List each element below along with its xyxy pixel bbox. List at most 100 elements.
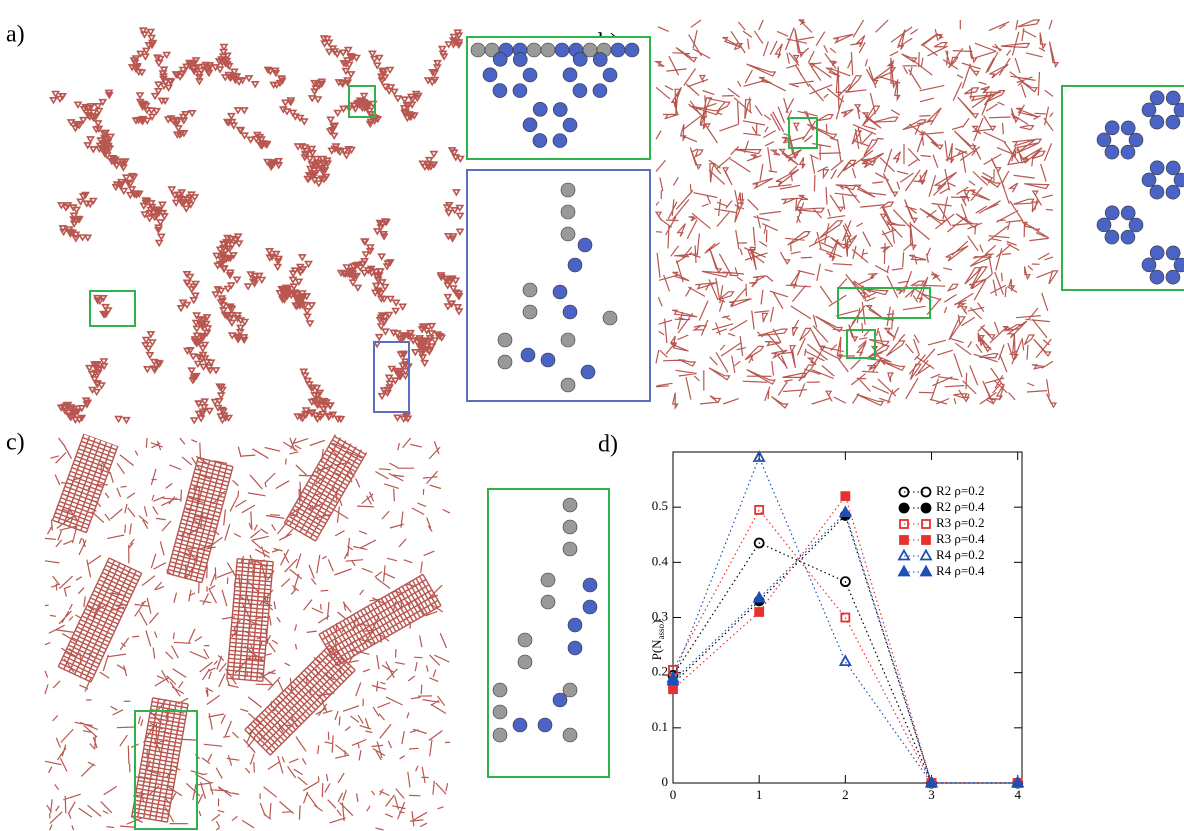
bead bbox=[561, 205, 575, 219]
point bbox=[922, 536, 930, 544]
crystal-band bbox=[284, 419, 375, 541]
crystal-band bbox=[227, 559, 273, 682]
bead bbox=[1097, 218, 1111, 232]
y-tick-label: 0.2 bbox=[652, 664, 668, 679]
insets bbox=[467, 37, 1184, 777]
bead bbox=[1150, 185, 1164, 199]
x-tick-label: 4 bbox=[1014, 787, 1021, 802]
inset-frame bbox=[1062, 86, 1184, 290]
bead bbox=[523, 305, 537, 319]
bead bbox=[1142, 173, 1156, 187]
bead bbox=[1105, 230, 1119, 244]
bead bbox=[513, 84, 527, 98]
bead bbox=[518, 633, 532, 647]
y-axis-label: P(Nasso) bbox=[649, 620, 666, 661]
bead bbox=[1105, 145, 1119, 159]
page: a) b) c) d) P(Nasso) 00.10.20.30.40.5012… bbox=[0, 0, 1184, 831]
bead bbox=[1150, 115, 1164, 129]
bead bbox=[578, 238, 592, 252]
bead bbox=[493, 683, 507, 697]
hatch bbox=[167, 457, 233, 582]
bead bbox=[1174, 173, 1184, 187]
panel-label: c) bbox=[6, 430, 25, 456]
bead bbox=[563, 728, 577, 742]
bead bbox=[563, 118, 577, 132]
bead bbox=[1166, 185, 1180, 199]
bead bbox=[1150, 91, 1164, 105]
x-tick-label: 3 bbox=[928, 787, 935, 802]
bead bbox=[513, 718, 527, 732]
bead bbox=[563, 498, 577, 512]
bead bbox=[1105, 206, 1119, 220]
bead bbox=[518, 655, 532, 669]
bead bbox=[563, 542, 577, 556]
y-tick-label: 0.1 bbox=[652, 719, 668, 734]
hatch bbox=[227, 559, 273, 682]
bead bbox=[1166, 91, 1180, 105]
bead bbox=[1142, 258, 1156, 272]
x-tick-label: 2 bbox=[842, 787, 849, 802]
x-tick-label: 0 bbox=[670, 787, 677, 802]
legend-label: R4 ρ=0.2 bbox=[936, 547, 985, 562]
bead bbox=[553, 134, 567, 148]
selection-box bbox=[838, 288, 930, 318]
panel-label: d) bbox=[598, 432, 618, 458]
bead bbox=[1166, 161, 1180, 175]
y-tick-label: 0.5 bbox=[652, 498, 668, 513]
point bbox=[900, 504, 909, 513]
bead bbox=[553, 693, 567, 707]
bead bbox=[521, 348, 535, 362]
y-tick-label: 0 bbox=[662, 774, 669, 789]
bead bbox=[471, 43, 485, 57]
bead bbox=[568, 618, 582, 632]
bead bbox=[541, 43, 555, 57]
bead bbox=[1150, 270, 1164, 284]
bead bbox=[563, 305, 577, 319]
bead bbox=[493, 728, 507, 742]
bead bbox=[611, 43, 625, 57]
bead bbox=[483, 68, 497, 82]
point bbox=[899, 567, 909, 576]
bead bbox=[493, 84, 507, 98]
bead bbox=[581, 365, 595, 379]
bead bbox=[523, 118, 537, 132]
snapshot-b bbox=[656, 20, 1058, 408]
crystal-band bbox=[167, 457, 233, 582]
bead bbox=[563, 520, 577, 534]
bead bbox=[1166, 270, 1180, 284]
point bbox=[899, 551, 909, 560]
bead bbox=[568, 258, 582, 272]
legend-label: R3 ρ=0.4 bbox=[936, 531, 985, 546]
snapshot-c bbox=[45, 438, 450, 830]
bead bbox=[561, 183, 575, 197]
point bbox=[755, 608, 763, 616]
crystal-band bbox=[58, 558, 141, 682]
bead bbox=[523, 68, 537, 82]
bead bbox=[568, 641, 582, 655]
hatch bbox=[284, 419, 375, 541]
bead bbox=[513, 53, 527, 67]
series-line bbox=[673, 543, 1018, 783]
bead bbox=[561, 227, 575, 241]
bead bbox=[533, 102, 547, 116]
point bbox=[841, 492, 849, 500]
y-label-main: P(N bbox=[649, 639, 664, 661]
bead bbox=[533, 134, 547, 148]
legend-label: R2 ρ=0.4 bbox=[936, 499, 985, 514]
bead bbox=[593, 84, 607, 98]
bead bbox=[538, 718, 552, 732]
bead bbox=[1142, 103, 1156, 117]
bead bbox=[573, 84, 587, 98]
bead bbox=[1166, 115, 1180, 129]
point bbox=[840, 656, 850, 665]
bead bbox=[1166, 246, 1180, 260]
bead bbox=[541, 595, 555, 609]
bead bbox=[1174, 103, 1184, 117]
point bbox=[922, 504, 931, 513]
bead bbox=[1129, 133, 1143, 147]
bead bbox=[541, 573, 555, 587]
legend-label: R4 ρ=0.4 bbox=[936, 563, 985, 578]
snapshot-a bbox=[51, 28, 464, 423]
y-tick-label: 0.4 bbox=[652, 553, 669, 568]
bead bbox=[553, 285, 567, 299]
